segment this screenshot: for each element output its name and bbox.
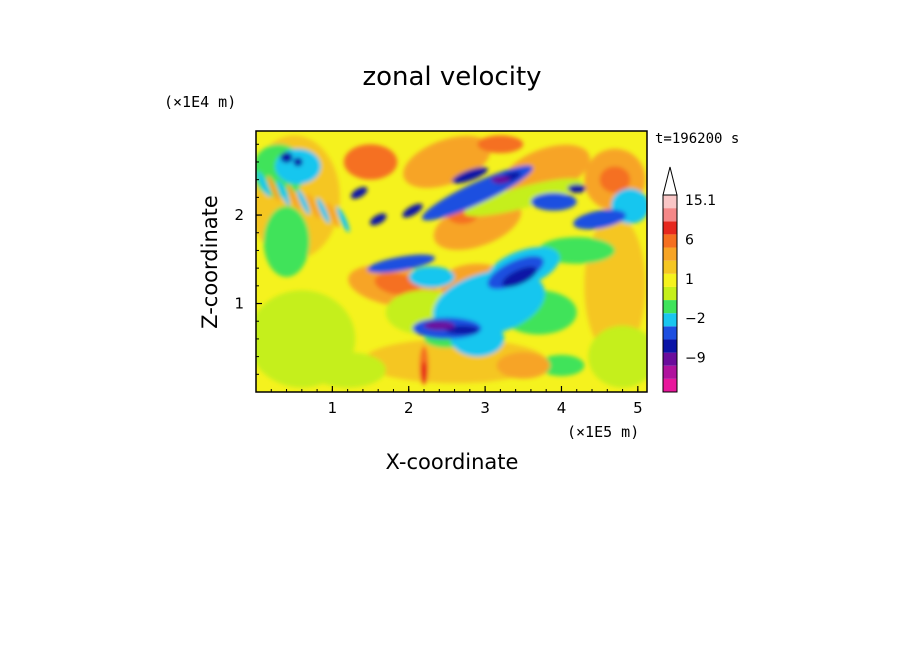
colorbar-label: 15.1 bbox=[685, 193, 716, 209]
colorbar-swatch bbox=[663, 300, 677, 314]
x-tick-label: 4 bbox=[557, 399, 567, 417]
colorbar-swatch bbox=[663, 352, 677, 366]
field-region bbox=[267, 175, 281, 202]
field-region bbox=[275, 148, 321, 185]
colorbar-swatch bbox=[663, 313, 677, 327]
x-tick-label: 2 bbox=[404, 399, 414, 417]
field-region bbox=[306, 193, 320, 219]
colorbar-swatch bbox=[663, 260, 677, 274]
colorbar-swatch bbox=[663, 326, 677, 340]
field-region bbox=[286, 184, 300, 211]
plot-area bbox=[256, 131, 647, 392]
field-region bbox=[538, 354, 585, 377]
time-label: t=196200 s bbox=[655, 131, 739, 147]
colorbar-label: 1 bbox=[685, 272, 694, 288]
field-region bbox=[445, 325, 479, 335]
colorbar-swatch bbox=[663, 365, 677, 379]
field-region bbox=[491, 176, 510, 184]
field-region bbox=[343, 144, 398, 180]
y-axis-label: Z-coordinate bbox=[198, 195, 222, 329]
field-region bbox=[296, 189, 310, 215]
colorbar-label: 6 bbox=[685, 232, 694, 248]
field-region bbox=[588, 325, 647, 388]
field-region bbox=[573, 209, 627, 230]
field-region bbox=[257, 171, 271, 197]
colorbar-swatch bbox=[663, 221, 677, 235]
colorbar-swatch bbox=[663, 286, 677, 301]
colorbar-swatch bbox=[663, 339, 677, 353]
colorbar-swatch bbox=[663, 247, 677, 261]
colorbar: 15.1 6 1 −2 −9 bbox=[662, 166, 716, 393]
colorbar-swatch bbox=[663, 234, 677, 248]
colorbar-extend-arrow bbox=[662, 166, 678, 196]
plot-frame bbox=[255, 130, 648, 393]
colorbar-swatch bbox=[663, 208, 677, 222]
colorbar-swatch bbox=[663, 378, 677, 392]
field-region bbox=[424, 321, 455, 331]
x-tick-label: 5 bbox=[633, 399, 643, 417]
y-tick-label: 1 bbox=[234, 295, 244, 313]
field-region bbox=[451, 167, 488, 184]
field-region bbox=[420, 361, 428, 384]
field-region bbox=[599, 166, 631, 193]
field-region bbox=[350, 186, 368, 199]
velocity-field bbox=[256, 135, 647, 388]
y-unit-label: (×1E4 m) bbox=[164, 93, 236, 111]
colorbar-label: −2 bbox=[685, 311, 706, 327]
x-unit-label: (×1E5 m) bbox=[567, 423, 639, 441]
chart-title: zonal velocity bbox=[362, 62, 541, 92]
field-region bbox=[367, 254, 435, 273]
field-region bbox=[567, 184, 586, 193]
field-region bbox=[326, 202, 340, 228]
field-region bbox=[309, 352, 386, 388]
field-region bbox=[408, 266, 455, 288]
field-region bbox=[501, 266, 538, 288]
field-region bbox=[263, 206, 310, 277]
x-tick-label: 3 bbox=[480, 399, 490, 417]
field-region bbox=[402, 203, 423, 218]
field-region bbox=[496, 352, 551, 379]
colorbar-label: −9 bbox=[685, 351, 706, 367]
colorbar-swatch bbox=[663, 273, 677, 287]
field-region bbox=[276, 180, 291, 206]
colorbar-swatch bbox=[663, 195, 677, 209]
field-region bbox=[477, 135, 524, 154]
field-region bbox=[316, 197, 330, 224]
x-tick-label: 1 bbox=[328, 399, 338, 417]
field-region bbox=[293, 157, 303, 167]
field-region bbox=[464, 178, 583, 217]
field-region bbox=[374, 272, 420, 296]
field-region bbox=[369, 213, 387, 226]
field-region bbox=[280, 152, 293, 163]
field-region bbox=[530, 192, 577, 211]
colorbar-frame bbox=[662, 194, 678, 393]
x-axis-label: X-coordinate bbox=[386, 450, 519, 474]
field-region bbox=[336, 206, 350, 233]
y-tick-label: 2 bbox=[234, 206, 244, 224]
